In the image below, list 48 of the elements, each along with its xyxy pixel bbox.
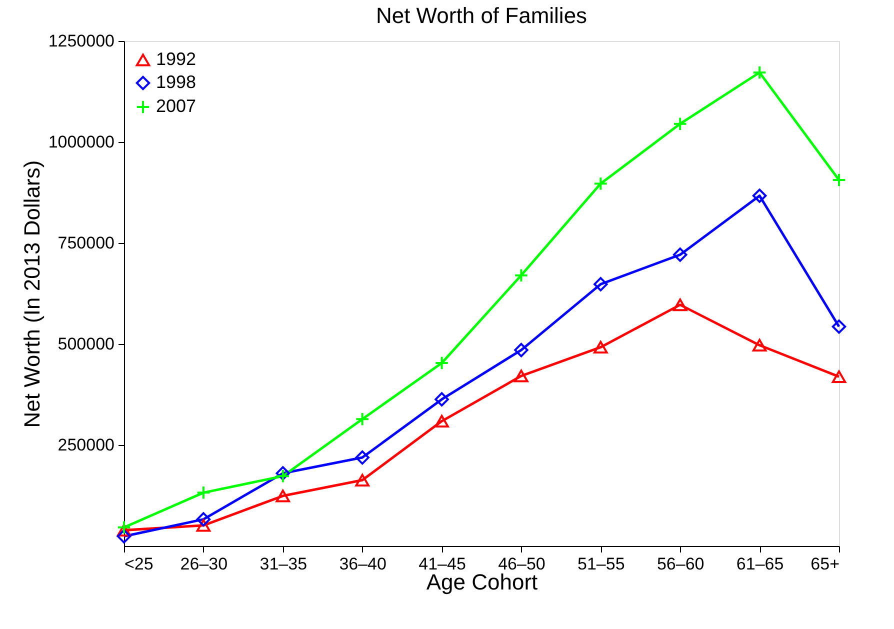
point [355,450,370,465]
point [594,277,608,292]
point [672,116,688,131]
point [434,356,449,370]
point [434,414,449,428]
y-tick-label: 1250000 [48,32,114,50]
x-tick-label: 36–40 [339,554,386,574]
point [752,188,767,203]
point [196,519,211,532]
point [752,65,767,80]
point [116,524,132,537]
point [196,512,211,526]
point [832,370,846,384]
y-axis-title: Net Worth (In 2013 Dollars) [19,160,44,428]
y-tick-label: 1000000 [48,132,114,152]
x-tick-label: <25 [124,554,154,574]
point [832,320,846,334]
point [672,248,688,262]
point [276,466,290,480]
point [355,412,370,426]
x-tick-label: 51–55 [578,554,625,574]
point [832,172,846,188]
point [276,490,290,502]
point [514,268,528,282]
point [514,370,528,382]
point [672,298,688,312]
point [276,468,290,484]
legend-label: 1998 [156,72,196,92]
point [116,529,132,544]
legend-label: 2007 [156,96,196,116]
x-tick-label: 61–65 [736,554,784,574]
y-tick-label: 250000 [58,436,114,454]
y-tick-label: 750000 [58,234,114,252]
point [196,486,211,500]
point [594,176,608,191]
point [116,520,132,535]
point [514,342,528,358]
y-tick-label: 500000 [58,334,114,354]
x-tick-label: 26–30 [180,554,228,574]
x-tick-label: 65+ [810,554,840,574]
x-tick-label: 31–35 [260,554,308,574]
point [752,338,767,352]
chart-title: Net Worth of Families [376,3,588,28]
point [594,340,608,354]
point [355,474,370,486]
point [434,392,449,406]
x-tick-label: 56–60 [656,554,704,574]
legend-label: 1992 [156,49,196,69]
